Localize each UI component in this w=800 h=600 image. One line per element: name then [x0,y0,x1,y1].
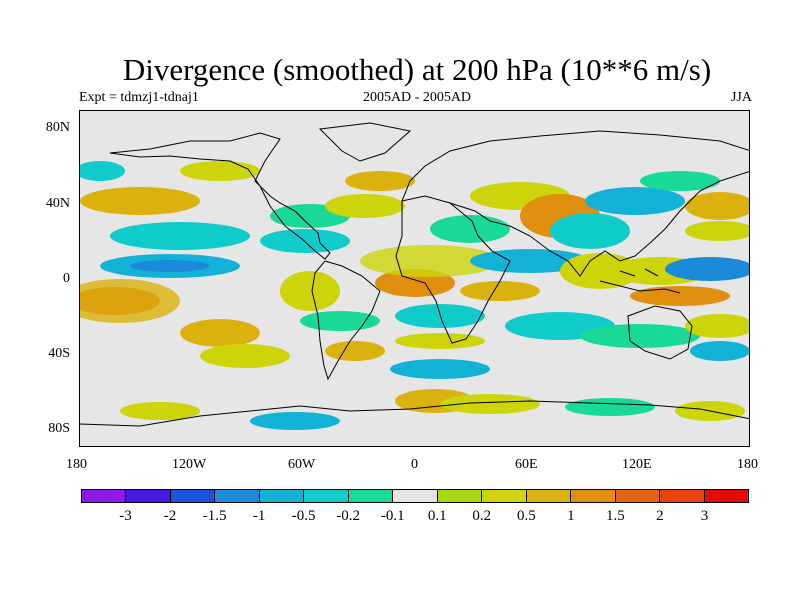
colorbar-bin [215,490,260,502]
coastline-south-america [311,260,381,381]
colorbar-label: 3 [700,508,709,524]
lat-label-40s: 40S [48,346,70,361]
colorbar-label: -2 [163,508,177,524]
lon-label-180e: 180 [737,457,758,472]
coastline-maritime-continent [599,268,681,294]
lon-label-60e: 60E [515,457,538,472]
colorbar-label: -0.2 [336,508,361,524]
plot-title: Divergence (smoothed) at 200 hPa (10**6 … [122,52,712,87]
lon-label-120e: 120E [622,457,652,472]
period-label: 2005AD - 2005AD [362,90,472,105]
colorbar-bin [348,490,394,502]
coastline-north-america [109,132,331,260]
colorbar-label: -0.5 [291,508,316,524]
colorbar-bin [526,490,572,502]
coastline-antarctica [80,400,749,427]
coastline-eurasia [401,130,749,277]
colorbar-bin [126,490,171,502]
colorbar-bin [482,490,527,502]
colorbar-label: -0.1 [380,508,405,524]
colorbar-bin [437,490,483,502]
colorbar-bin [170,490,216,502]
colorbar-bin [615,490,661,502]
field-neg-west-pacific [665,257,749,281]
experiment-label: Expt = tdmzj1-tdnaj1 [79,90,199,105]
divergence-map [79,110,750,447]
colorbar-label: 1 [567,508,575,524]
coastlines [80,122,749,427]
lon-label-0: 0 [411,457,418,472]
colorbar-label: 1.5 [606,508,625,524]
colorbar [81,489,749,503]
colorbar-bin [304,490,349,502]
colorbar-label: 2 [656,508,664,524]
colorbar-bin [660,490,705,502]
colorbar-label: -1 [252,508,266,524]
colorbar-label: -1.5 [202,508,227,524]
lat-label-40n: 40N [45,196,70,211]
colorbar-label: 0.5 [516,508,536,524]
season-label: JJA [730,90,752,105]
divergence-fields [80,161,749,430]
coastline-greenland [318,122,412,162]
coastline-africa [395,195,511,344]
colorbar-bin [259,490,305,502]
colorbar-label: 0.2 [472,508,492,524]
coastline-australia [627,305,693,360]
lon-label-120w: 120W [172,457,207,472]
colorbar-label: 0.1 [427,508,447,524]
colorbar-bin [571,490,616,502]
lon-label-60w: 60W [288,457,316,472]
lat-label-80s: 80S [48,421,70,436]
lat-label-80n: 80N [45,120,70,135]
colorbar-bin [393,490,438,502]
colorbar-bin [82,490,127,502]
colorbar-label: -3 [119,508,132,524]
lon-label-180w: 180 [66,457,87,472]
colorbar-bin [704,490,749,502]
lat-label-0: 0 [63,271,70,286]
